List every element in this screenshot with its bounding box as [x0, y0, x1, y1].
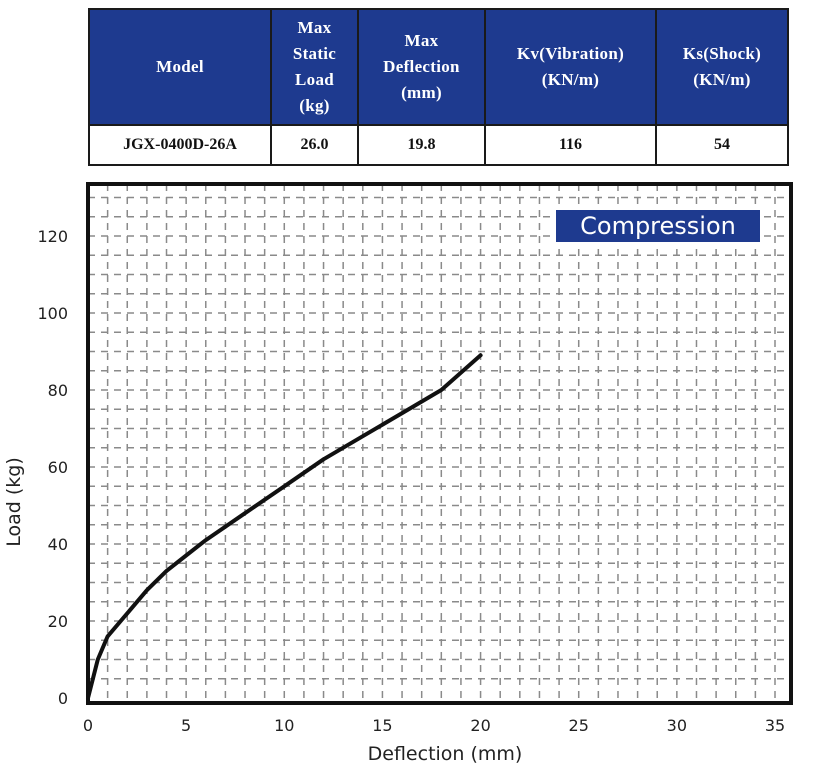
kv-vibration-header: Kv(Vibration) (KN/m) — [484, 8, 657, 126]
header-line: Max — [404, 31, 439, 50]
series-line-compression — [86, 353, 483, 700]
header-line: Static — [292, 44, 337, 63]
ks-shock-header: Ks(Shock) (KN/m) — [655, 8, 789, 126]
header-line: (KN/m) — [693, 70, 751, 89]
table-header-row: Model Max Static Load (kg) Max Deflection (mm) K… — [88, 8, 789, 126]
x-tick-label: 0 — [83, 716, 93, 735]
table-row: JGX-0400D-26A 26.0 19.8 116 54 — [88, 124, 789, 166]
header-line: (kg) — [299, 96, 330, 115]
header-line: (mm) — [401, 83, 442, 102]
legend-label: Compression — [580, 212, 736, 240]
chart-ticks: 0 5 10 15 20 25 30 35 0 20 40 60 80 100 120 — [37, 227, 785, 735]
header-line: Model — [156, 57, 204, 76]
model-cell: JGX-0400D-26A — [88, 124, 272, 166]
header-line: (KN/m) — [541, 70, 600, 89]
header-line: Ks(Shock) — [682, 44, 762, 63]
max-deflection-cell: 19.8 — [357, 124, 486, 166]
max-static-load-header: Max Static Load (kg) — [270, 8, 359, 126]
y-tick-label: 60 — [48, 458, 68, 477]
y-axis-title: Load (kg) — [3, 457, 25, 547]
header-line: Kv(Vibration) — [516, 44, 625, 63]
header-line: Max — [297, 18, 332, 37]
y-tick-label: 100 — [37, 304, 68, 323]
legend-box — [554, 208, 762, 244]
spec-table: Model Max Static Load (kg) Max Deflection (mm) K… — [88, 8, 789, 166]
load-deflection-chart: 0 5 10 15 20 25 30 35 0 20 40 60 80 100 120 Compressio… — [3, 182, 793, 765]
max-deflection-header: Max Deflection (mm) — [357, 8, 486, 126]
model-header: Model — [88, 8, 272, 126]
x-tick-label: 35 — [765, 716, 785, 735]
plot-frame — [86, 182, 793, 705]
x-tick-label: 30 — [667, 716, 687, 735]
chart-grid — [88, 184, 791, 703]
x-axis-title: Deflection (mm) — [368, 743, 523, 765]
y-tick-label: 20 — [48, 612, 68, 631]
x-tick-label: 15 — [372, 716, 392, 735]
kv-cell: 116 — [484, 124, 657, 166]
y-tick-label: 0 — [58, 689, 68, 708]
ks-cell: 54 — [655, 124, 789, 166]
header-line: Deflection — [383, 57, 460, 76]
x-tick-label: 20 — [470, 716, 490, 735]
y-tick-label: 80 — [48, 381, 68, 400]
x-tick-label: 5 — [181, 716, 191, 735]
x-tick-label: 25 — [569, 716, 589, 735]
y-tick-label: 120 — [37, 227, 68, 246]
header-line: Load — [295, 70, 334, 89]
x-tick-label: 10 — [274, 716, 294, 735]
chart-series — [86, 353, 483, 700]
max-static-load-cell: 26.0 — [270, 124, 359, 166]
legend: Compression — [554, 208, 762, 244]
y-tick-label: 40 — [48, 535, 68, 554]
